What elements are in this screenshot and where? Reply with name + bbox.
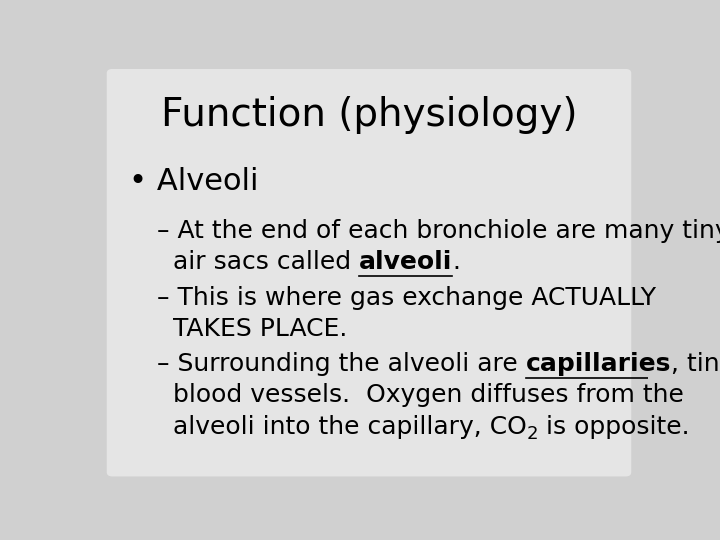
Text: air sacs called: air sacs called: [157, 251, 359, 274]
Text: 2: 2: [527, 425, 539, 443]
FancyBboxPatch shape: [107, 69, 631, 476]
Text: – Surrounding the alveoli are: – Surrounding the alveoli are: [157, 352, 526, 376]
Text: • Alveoli: • Alveoli: [129, 167, 258, 195]
Text: alveoli into the capillary, CO: alveoli into the capillary, CO: [157, 415, 527, 438]
Text: TAKES PLACE.: TAKES PLACE.: [157, 317, 347, 341]
Text: , tiny: , tiny: [671, 352, 720, 376]
Text: .: .: [452, 251, 461, 274]
Text: – This is where gas exchange ACTUALLY: – This is where gas exchange ACTUALLY: [157, 286, 656, 309]
Text: Function (physiology): Function (physiology): [161, 96, 577, 134]
Text: blood vessels.  Oxygen diffuses from the: blood vessels. Oxygen diffuses from the: [157, 383, 684, 407]
Text: capillaries: capillaries: [526, 352, 671, 376]
Text: is opposite.: is opposite.: [539, 415, 690, 438]
Text: – At the end of each bronchiole are many tiny: – At the end of each bronchiole are many…: [157, 219, 720, 243]
Text: alveoli: alveoli: [359, 251, 452, 274]
